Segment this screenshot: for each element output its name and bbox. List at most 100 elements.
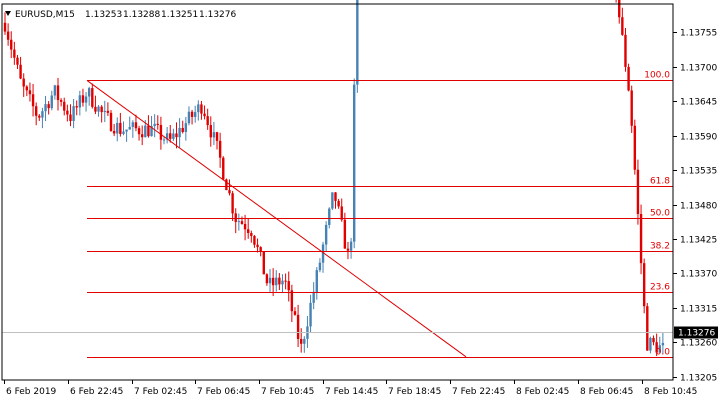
y-tick-label: 1.13535 [680, 167, 717, 177]
candle-body [262, 251, 265, 275]
candle-body [630, 90, 633, 126]
candle-body [116, 122, 119, 134]
candle-body [259, 247, 262, 252]
current-price-tag [674, 326, 718, 339]
ohlc-high: 1.13288 [123, 10, 160, 20]
candle-body [13, 49, 16, 58]
candle-body [159, 124, 163, 140]
candle-body [131, 122, 135, 127]
y-tick-label: 1.13425 [680, 236, 717, 246]
candle-body [53, 85, 57, 96]
y-tick-label: 1.13645 [680, 98, 717, 108]
candle-body [31, 94, 35, 107]
fib-level-label: 23.6 [650, 283, 670, 293]
candle-body [243, 223, 247, 230]
candle-body [203, 113, 206, 117]
candle-body [122, 131, 125, 134]
y-tick-label: 1.13755 [680, 29, 717, 39]
candle-body [312, 291, 315, 303]
candle-body [144, 125, 147, 138]
candle-body [172, 133, 175, 139]
candle-body [231, 193, 234, 214]
candle-body [125, 129, 128, 132]
plot-frame [1, 3, 674, 381]
candle-body [284, 280, 287, 282]
candle-body [346, 248, 350, 251]
candle-body [353, 84, 356, 242]
fib-level-label: 100.0 [644, 71, 670, 81]
candle-body [44, 104, 47, 112]
candle-body [140, 134, 144, 138]
candle-body [652, 337, 655, 343]
candle-body [343, 219, 347, 249]
candle-body [16, 57, 19, 65]
candle-body [318, 262, 322, 271]
candle-body [25, 86, 29, 91]
candle-body [334, 192, 337, 201]
candle-body [109, 112, 113, 131]
candle-body [197, 104, 200, 113]
candle-body [137, 128, 141, 135]
fib-level-label: 0.0 [656, 348, 671, 358]
x-tick-label: 7 Feb 18:45 [388, 387, 441, 397]
symbol-dropdown-icon[interactable] [5, 11, 11, 16]
candle-body [150, 126, 153, 137]
candle-body [206, 116, 209, 126]
y-tick-label: 1.13590 [680, 133, 717, 143]
candle-body [200, 104, 203, 114]
candle-body [87, 88, 91, 97]
candle-body [271, 277, 275, 286]
candle-body [106, 110, 110, 113]
candle-body [181, 127, 184, 132]
candle-body [169, 133, 172, 139]
candle-body [34, 106, 38, 116]
candle-body [134, 122, 138, 129]
candle-body [209, 125, 212, 138]
candle-body [349, 241, 353, 251]
candle-body [10, 39, 13, 50]
candle-body [128, 126, 131, 130]
candle-body [309, 302, 312, 327]
candle-body [3, 22, 7, 32]
candle-body [287, 281, 290, 291]
candle-body [268, 277, 272, 284]
y-tick-label: 1.13480 [680, 202, 717, 212]
candle-body [22, 78, 25, 87]
candle-body [627, 66, 630, 91]
candle-body [618, 0, 621, 18]
candle-body [175, 133, 178, 138]
candle-body [240, 221, 244, 224]
candle-body [94, 106, 97, 112]
candles-layer [3, 0, 665, 357]
fibonacci-layer: 100.0 61.8 50.0 38.2 23.6 0.0 [2, 71, 673, 358]
candle-body [321, 244, 325, 263]
candle-body [69, 114, 72, 122]
candle-body [47, 104, 50, 109]
candle-body [28, 90, 32, 95]
x-tick-label: 8 Feb 10:45 [644, 387, 697, 397]
candle-body [293, 311, 297, 315]
fib-level-label: 50.0 [650, 209, 670, 219]
candle-body [639, 213, 643, 264]
fib-level-label: 38.2 [650, 242, 670, 252]
candle-body [6, 31, 10, 40]
candle-body [278, 277, 281, 285]
ohlc-close: 1.13276 [199, 10, 236, 20]
candle-body [256, 244, 259, 248]
candle-body [340, 206, 343, 220]
candle-body [156, 123, 159, 125]
candle-body [303, 338, 306, 344]
ohlc-open: 1.13253 [85, 10, 122, 20]
fib-trend-line[interactable] [86, 80, 467, 358]
candle-body [253, 235, 256, 245]
candle-body [72, 106, 75, 122]
candle-body [190, 111, 194, 117]
x-tick-label: 7 Feb 06:45 [197, 387, 250, 397]
symbol-label: EURUSD,M15 [15, 10, 75, 20]
candle-body [50, 95, 53, 109]
candle-body [300, 339, 303, 344]
candle-body [649, 337, 652, 351]
